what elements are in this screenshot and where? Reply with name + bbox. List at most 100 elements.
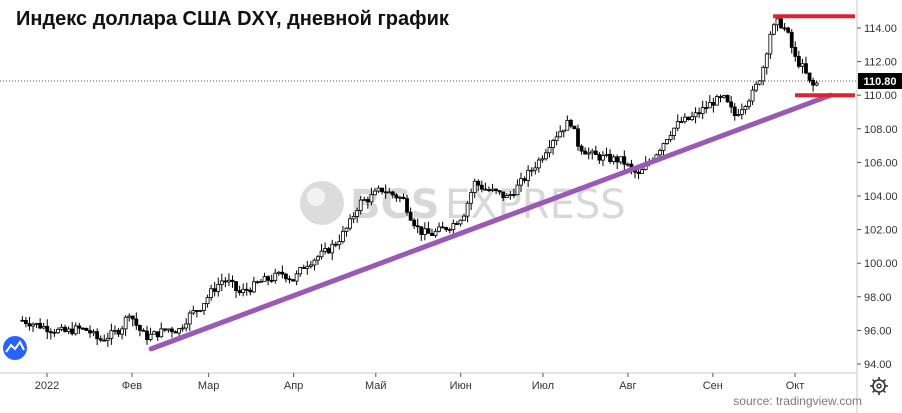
candle-body xyxy=(269,279,274,282)
candle-body xyxy=(390,191,395,196)
candle-body xyxy=(636,171,641,174)
candle-body xyxy=(747,100,751,107)
candle-body xyxy=(116,329,121,335)
candle-body xyxy=(198,309,203,312)
candle-body xyxy=(800,63,805,67)
gear-icon[interactable] xyxy=(870,377,888,395)
candle-body xyxy=(551,140,555,148)
candle-body xyxy=(761,66,766,82)
candle-body xyxy=(109,330,114,339)
candle-body xyxy=(554,136,559,142)
candle-body xyxy=(184,323,189,329)
candle-body xyxy=(711,102,716,106)
candle-body xyxy=(223,280,228,283)
candle-body xyxy=(291,279,295,282)
candle-body xyxy=(672,127,677,136)
candle-body xyxy=(487,189,491,192)
candle-body xyxy=(579,145,584,152)
candle-body xyxy=(145,330,149,341)
candle-body xyxy=(316,256,320,261)
candle-body xyxy=(70,328,75,335)
candle-body xyxy=(472,180,477,193)
candle-body xyxy=(732,106,737,117)
candle-body xyxy=(568,119,573,127)
candle-body xyxy=(743,106,748,111)
candle-body xyxy=(504,195,509,199)
candle-body xyxy=(31,323,35,327)
x-tick-label: Апр xyxy=(284,380,303,392)
candle-body xyxy=(789,31,794,48)
y-tick-label: 110.00 xyxy=(864,90,897,102)
candle-body xyxy=(170,328,174,333)
candle-body xyxy=(479,184,484,190)
candle-body xyxy=(234,281,238,291)
candle-body xyxy=(177,328,181,334)
candle-body xyxy=(248,289,253,293)
candle-body xyxy=(120,328,124,335)
candle-body xyxy=(63,326,67,332)
candle-body xyxy=(675,121,680,129)
support-trendline xyxy=(148,92,834,352)
candle-body xyxy=(455,223,459,225)
price-axis: 114.00 112.00 110.00 108.00 106.00 104.00 102.… xyxy=(857,23,898,371)
candle-body xyxy=(697,112,702,115)
candle-body xyxy=(134,318,139,326)
candle-body xyxy=(483,188,488,191)
candle-body xyxy=(775,18,780,26)
candle-body xyxy=(191,310,196,314)
current-price-badge-bg xyxy=(858,73,902,89)
candle-body xyxy=(704,107,709,109)
candle-body xyxy=(433,230,438,237)
candle-body xyxy=(526,170,531,181)
candle-body xyxy=(273,272,278,281)
candle-body xyxy=(398,196,402,199)
candle-body xyxy=(540,158,545,161)
candle-body xyxy=(415,225,420,228)
y-tick-label: 112.00 xyxy=(864,57,897,69)
candle-body xyxy=(387,191,392,194)
x-tick-label: 2022 xyxy=(35,380,59,392)
candle-body xyxy=(266,276,271,281)
candle-body xyxy=(807,72,812,81)
candle-body xyxy=(625,163,630,166)
candle-body xyxy=(344,227,349,232)
candle-body xyxy=(319,250,324,258)
candle-body xyxy=(362,199,367,201)
candle-body xyxy=(358,199,363,211)
candle-body xyxy=(73,325,78,335)
candle-body xyxy=(173,331,178,334)
candle-body xyxy=(739,109,744,115)
candle-body xyxy=(544,152,548,160)
candle-body xyxy=(444,227,449,230)
candle-body xyxy=(276,271,281,274)
candle-body xyxy=(462,215,466,221)
candle-body xyxy=(497,190,502,193)
candle-body xyxy=(469,192,474,204)
candle-body xyxy=(814,82,819,86)
candle-body xyxy=(615,156,620,163)
candle-body xyxy=(127,315,132,318)
candle-body xyxy=(91,331,96,334)
candle-body xyxy=(565,119,570,131)
candle-body xyxy=(437,226,441,232)
x-tick-label: Май xyxy=(365,380,387,392)
candle-body xyxy=(38,322,43,329)
candle-body xyxy=(440,226,445,229)
x-tick-label: Авг xyxy=(619,380,636,392)
candle-body xyxy=(194,310,199,312)
candle-body xyxy=(508,194,513,196)
candle-body xyxy=(501,191,506,199)
candle-body xyxy=(209,288,214,298)
candle-body xyxy=(604,153,609,156)
candle-body xyxy=(522,178,527,181)
candle-body xyxy=(102,339,107,342)
candle-body xyxy=(679,121,684,123)
candle-body xyxy=(341,230,345,242)
candle-body xyxy=(294,273,299,282)
x-tick-label: Мар xyxy=(198,380,220,392)
candle-body xyxy=(576,128,580,147)
candle-body xyxy=(148,333,153,341)
tradingview-logo-icon[interactable] xyxy=(3,336,27,360)
source-credit: source: tradingview.com xyxy=(733,394,862,408)
